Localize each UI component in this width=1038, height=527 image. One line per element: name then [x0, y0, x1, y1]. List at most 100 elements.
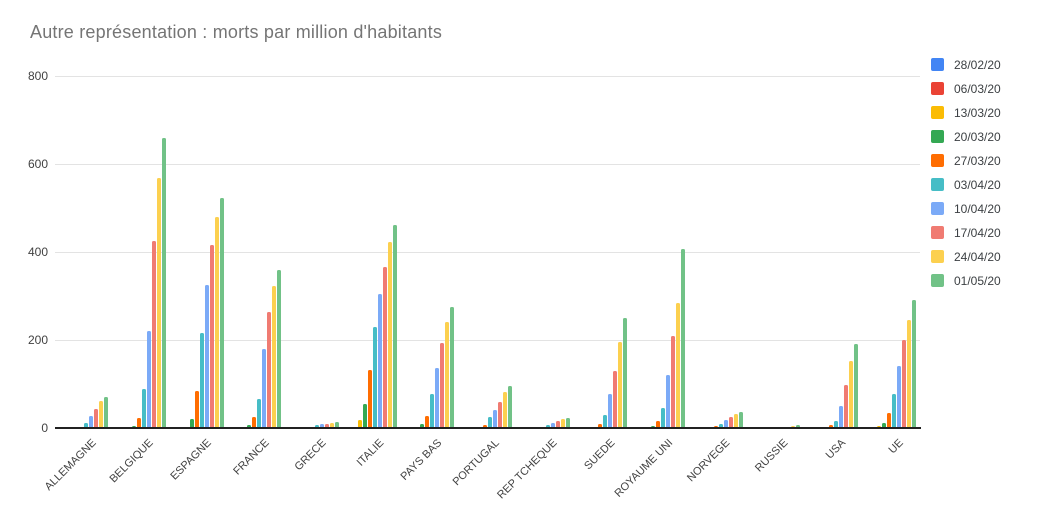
legend-swatch: [931, 154, 944, 167]
x-axis-label: RUSSIE: [752, 437, 791, 475]
bar: [209, 245, 214, 428]
bar: [911, 300, 916, 428]
bar: [598, 424, 603, 428]
legend-label: 10/04/20: [954, 201, 1001, 216]
bar: [550, 423, 555, 428]
legend-swatch: [931, 202, 944, 215]
legend-item: 20/03/20: [931, 129, 1001, 144]
bar: [252, 417, 257, 428]
bar: [560, 419, 565, 428]
bar: [247, 425, 252, 428]
bar: [853, 344, 858, 428]
bar: [502, 392, 507, 428]
bar: [387, 242, 392, 428]
y-axis-label: 800: [27, 69, 48, 83]
bar: [89, 416, 94, 428]
bar-group: [55, 76, 113, 428]
bar: [392, 225, 397, 428]
x-axis-label: ESPAGNE: [168, 437, 214, 483]
bar-group: [805, 76, 863, 428]
bar: [833, 421, 838, 428]
bar: [94, 409, 99, 428]
x-axis-label: UE: [886, 437, 906, 457]
x-axis-label: REP TCHEQUE: [495, 437, 560, 502]
legend-item: 13/03/20: [931, 105, 1001, 120]
gridline: [55, 164, 920, 165]
bar: [367, 370, 372, 428]
legend-item: 03/04/20: [931, 178, 1001, 192]
legend-item: 17/04/20: [931, 225, 1001, 240]
bar: [314, 425, 319, 428]
bar: [219, 198, 224, 428]
legend-label: 06/03/20: [954, 81, 1001, 96]
bar: [665, 375, 670, 428]
legend-swatch: [931, 250, 944, 263]
bar: [886, 413, 891, 428]
y-axis-label: 200: [27, 333, 48, 347]
bar: [141, 389, 146, 428]
legend-label: 01/05/20: [954, 273, 1001, 288]
bar: [377, 294, 382, 428]
legend-item: 06/03/20: [931, 81, 1001, 96]
bar: [670, 336, 675, 428]
legend-label: 27/03/20: [954, 153, 1001, 168]
legend-label: 13/03/20: [954, 105, 1001, 120]
bar-group: [170, 76, 228, 428]
gridline: [55, 252, 920, 253]
gridline: [55, 76, 920, 77]
legend-item: 24/04/20: [931, 250, 1001, 264]
bar: [450, 307, 455, 428]
bar: [151, 241, 156, 428]
bar: [613, 371, 618, 428]
legend: 28/02/20 06/03/20 13/03/20 20/03/20 27/03/20…: [931, 58, 1001, 298]
bar: [738, 412, 743, 428]
bar-group: [459, 76, 517, 428]
legend-item: 28/02/20: [931, 58, 1001, 72]
bar: [891, 394, 896, 428]
legend-item: 27/03/20: [931, 153, 1001, 168]
bar: [156, 178, 161, 428]
bar: [838, 406, 843, 428]
bar: [497, 402, 502, 428]
bar: [675, 303, 680, 428]
legend-item: 01/05/20: [931, 273, 1001, 288]
bar-group: [228, 76, 286, 428]
bar: [660, 408, 665, 428]
bar: [492, 410, 497, 428]
legend-label: 17/04/20: [954, 225, 1001, 240]
bar-group: [516, 76, 574, 428]
bar: [603, 415, 608, 428]
bar: [420, 424, 425, 428]
bar: [608, 394, 613, 428]
legend-swatch: [931, 274, 944, 287]
bar: [723, 420, 728, 428]
x-axis-label: ROYAUME UNI: [612, 437, 675, 500]
x-axis-label: NORVEGE: [685, 437, 733, 485]
bar: [487, 417, 492, 428]
x-axis-label: SUEDE: [582, 437, 618, 473]
bar: [848, 361, 853, 428]
bar: [545, 425, 550, 428]
x-axis-label: ALLEMAGNE: [42, 437, 99, 494]
bar: [445, 322, 450, 428]
bar: [204, 285, 209, 428]
x-axis-label: PAYS BAS: [398, 437, 445, 483]
legend-label: 20/03/20: [954, 129, 1001, 144]
bar-group: [574, 76, 632, 428]
bar: [99, 401, 104, 428]
bar: [680, 249, 685, 428]
plot-area: [55, 76, 920, 428]
bar: [257, 399, 262, 428]
bar: [906, 320, 911, 428]
bar: [324, 424, 329, 428]
x-axis-label: BELGIQUE: [107, 437, 156, 486]
bar: [482, 425, 487, 428]
x-axis-label: ITALIE: [354, 437, 387, 469]
gridline: [55, 340, 920, 341]
bar-group: [113, 76, 171, 428]
bar: [555, 421, 560, 428]
x-axis-line: [55, 427, 921, 429]
bar: [357, 420, 362, 428]
bar: [718, 424, 723, 428]
